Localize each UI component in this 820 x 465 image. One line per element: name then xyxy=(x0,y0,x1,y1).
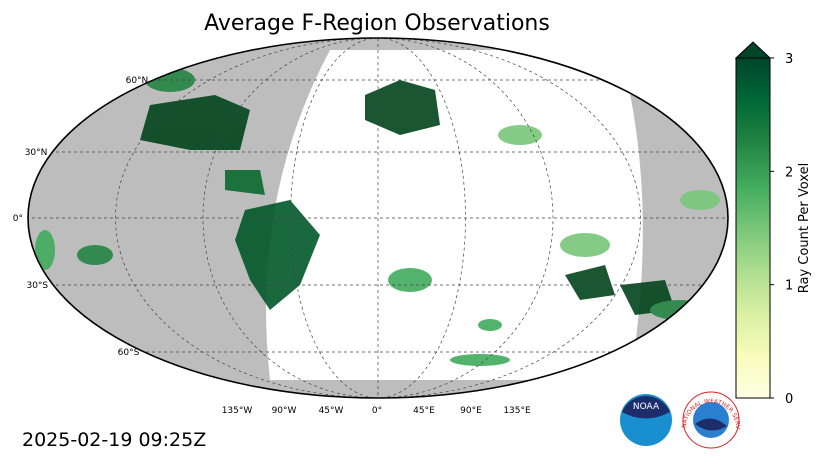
meridian xyxy=(115,38,379,398)
colorbar-fill xyxy=(736,58,770,398)
colorbar-tick-label: 1 xyxy=(785,279,793,294)
lon-label: 90°W xyxy=(272,406,297,416)
colorbar-tick-label: 3 xyxy=(785,52,793,67)
lon-label: 90°E xyxy=(460,406,482,416)
title: Average F-Region Observations xyxy=(204,11,550,36)
lon-label: 45°W xyxy=(319,406,344,416)
colorbar-tick-label: 0 xyxy=(785,392,793,407)
lat-label: 60°N xyxy=(126,76,149,86)
lat-label: 30°S xyxy=(26,281,48,291)
day-region xyxy=(266,50,643,380)
globe xyxy=(28,38,728,398)
globe-outline xyxy=(27,37,729,399)
meridian xyxy=(377,38,554,398)
colorbar-tick-label: 2 xyxy=(785,165,793,180)
colorbar: 0 1 2 3 Ray Count Per Voxel xyxy=(734,41,812,407)
lon-label: 0° xyxy=(372,406,382,416)
noaa-text: NOAA xyxy=(633,402,660,412)
colorbar-label: Ray Count Per Voxel xyxy=(797,163,812,293)
timestamp: 2025-02-19 09:25Z xyxy=(22,429,206,451)
lat-label: 30°N xyxy=(25,148,48,158)
lon-label: 135°W xyxy=(222,406,253,416)
lon-label: 45°E xyxy=(413,406,435,416)
lat-label: 0° xyxy=(13,214,23,224)
lat-label: 60°S xyxy=(118,348,140,358)
lon-labels: 135°W 90°W 45°W 0° 45°E 90°E 135°E xyxy=(222,406,531,416)
meridian xyxy=(202,38,379,398)
colorbar-frame xyxy=(735,57,771,399)
lon-label: 135°E xyxy=(503,406,531,416)
colorbar-extend xyxy=(734,41,772,59)
lat-labels: 60°N 30°N 0° 30°S 60°S xyxy=(13,76,149,358)
noaa-logo: NOAA xyxy=(620,394,672,446)
